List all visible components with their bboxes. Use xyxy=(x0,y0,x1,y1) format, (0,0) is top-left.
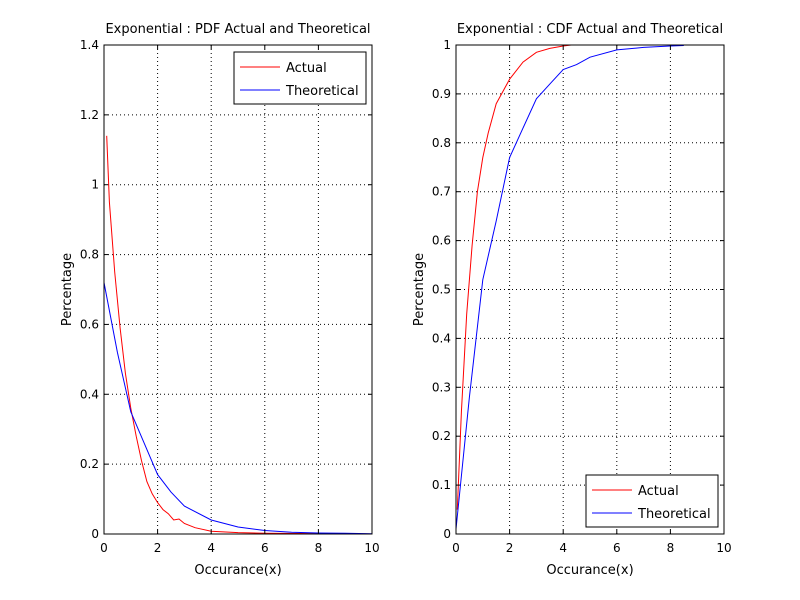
y-tick-label: 0.6 xyxy=(80,317,99,331)
legend: Actual Theoretical xyxy=(585,474,719,528)
x-tick-label: 10 xyxy=(716,541,731,555)
legend-box xyxy=(585,474,719,528)
series-line-actual xyxy=(456,44,572,510)
y-tick-label: 0.4 xyxy=(432,331,451,345)
x-axis-label: Occurance(x) xyxy=(194,563,281,578)
y-tick-label: 0.1 xyxy=(432,478,451,492)
y-tick-label: 1 xyxy=(443,38,451,52)
chart-cdf: 0 2 4 6 8 10 0 0.1 0.2 0.3 0.4 0.5 0.6 0.7 0.8 0.9 1 Expo… xyxy=(412,22,732,578)
series-line-actual xyxy=(106,135,373,535)
chart-pdf: 0 2 4 6 8 10 0 0.2 0.4 0.6 0.8 1 1.2 1.4 Exponential :… xyxy=(60,22,380,578)
x-tick-label: 10 xyxy=(364,541,379,555)
y-axis-label: Percentage xyxy=(60,253,75,326)
y-tick-label: 0.4 xyxy=(80,387,99,401)
y-tick-label: 0.3 xyxy=(432,380,451,394)
y-tick-label: 1.2 xyxy=(80,108,99,122)
x-tick-label: 2 xyxy=(154,541,162,555)
x-tick-label: 6 xyxy=(261,541,269,555)
x-tick-label: 4 xyxy=(559,541,567,555)
x-tick-label: 0 xyxy=(452,541,460,555)
x-tick-label: 2 xyxy=(506,541,514,555)
series-line-theoretical xyxy=(455,45,684,530)
x-tick-label: 6 xyxy=(613,541,621,555)
y-tick-label: 1 xyxy=(91,178,99,192)
y-tick-label: 0.8 xyxy=(80,248,99,262)
series-line-theoretical xyxy=(103,282,373,535)
axes-frame xyxy=(103,44,373,535)
x-tick-label: 0 xyxy=(100,541,108,555)
x-tick-label: 8 xyxy=(315,541,323,555)
legend-label-theoretical: Theoretical xyxy=(637,507,711,522)
y-tick-label: 0.8 xyxy=(432,136,451,150)
legend: Actual Theoretical xyxy=(233,51,367,105)
x-tick-label: 8 xyxy=(667,541,675,555)
x-tick-label: 4 xyxy=(207,541,215,555)
y-tick-label: 0.5 xyxy=(432,283,451,297)
legend-box xyxy=(233,51,367,105)
legend-label-theoretical: Theoretical xyxy=(285,84,359,99)
y-tick-label: 0.2 xyxy=(432,429,451,443)
y-tick-label: 1.4 xyxy=(80,38,99,52)
y-axis-label: Percentage xyxy=(412,253,427,326)
chart-title: Exponential : CDF Actual and Theoretical xyxy=(457,22,723,37)
x-axis-label: Occurance(x) xyxy=(546,563,633,578)
y-tick-label: 0 xyxy=(443,527,451,541)
y-tick-label: 0.2 xyxy=(80,457,99,471)
plot-area xyxy=(104,45,372,534)
y-tick-label: 0 xyxy=(91,527,99,541)
legend-label-actual: Actual xyxy=(638,484,679,499)
y-tick-label: 0.7 xyxy=(432,185,451,199)
y-tick-label: 0.9 xyxy=(432,87,451,101)
chart-title: Exponential : PDF Actual and Theoretical xyxy=(105,22,370,37)
legend-label-actual: Actual xyxy=(286,61,327,76)
y-tick-label: 0.6 xyxy=(432,234,451,248)
